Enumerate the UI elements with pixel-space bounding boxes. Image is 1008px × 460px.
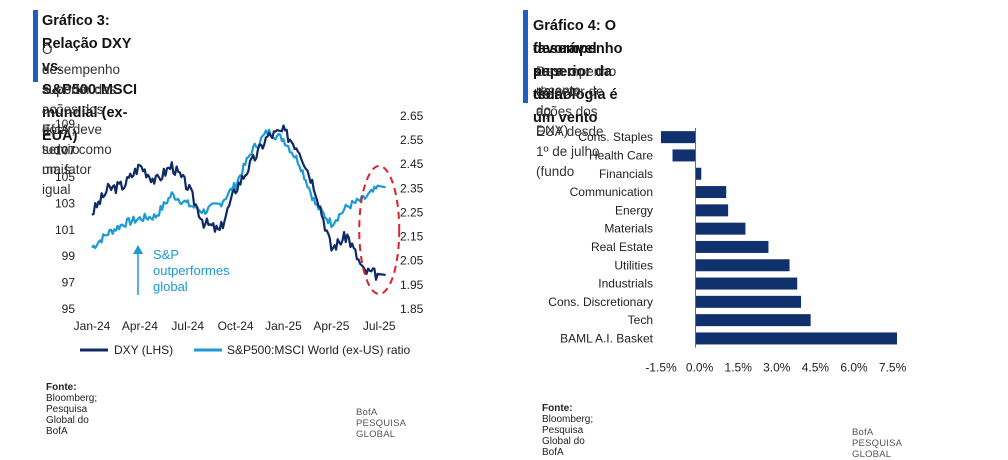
legend-ratio-label: S&P500:MSCI World (ex-US) ratio bbox=[227, 343, 410, 357]
right-source-label: Fonte: bbox=[542, 403, 573, 414]
y-left-tick-label: 103 bbox=[55, 196, 75, 210]
dxy-series-line bbox=[91, 124, 386, 281]
category-label: Real Estate bbox=[591, 240, 653, 254]
sector-bar bbox=[695, 222, 746, 235]
sector-bar bbox=[695, 204, 729, 217]
left-source-text: Bloomberg; Pesquisa Global do BofA bbox=[46, 393, 98, 437]
category-label: Financials bbox=[599, 167, 653, 181]
y-right-tick-label: 2.05 bbox=[400, 254, 424, 268]
y-left-tick-label: 97 bbox=[62, 276, 76, 290]
sector-bar bbox=[695, 332, 897, 345]
y-left-tick-label: 109 bbox=[55, 117, 75, 131]
right-source: Fonte: Bloomberg; Pesquisa Global do Bof… bbox=[542, 403, 593, 458]
left-source-label: Fonte: bbox=[46, 382, 77, 393]
x-tick-label: 7.5% bbox=[879, 361, 907, 375]
x-tick-label: 3.0% bbox=[763, 361, 791, 375]
category-label: Communication bbox=[570, 185, 653, 199]
x-tick-label: 6.0% bbox=[840, 361, 868, 375]
y-right-tick-label: 2.45 bbox=[400, 157, 424, 171]
y-right-tick-label: 2.35 bbox=[400, 181, 424, 195]
y-right-tick-label: 2.65 bbox=[400, 109, 424, 123]
y-right-tick-label: 2.25 bbox=[400, 205, 424, 219]
y-right-tick-label: 1.85 bbox=[400, 302, 424, 316]
left-source: Fonte: Bloomberg; Pesquisa Global do Bof… bbox=[46, 382, 97, 437]
x-tick-label: Jul-25 bbox=[363, 319, 396, 333]
x-tick-label: 1.5% bbox=[725, 361, 753, 375]
category-label: Industrials bbox=[598, 277, 653, 291]
y-left-tick-label: 99 bbox=[62, 249, 76, 263]
annotation-text: S&P bbox=[153, 247, 179, 262]
annotation-arrow-head bbox=[133, 245, 143, 254]
legend-dxy-label: DXY (LHS) bbox=[114, 343, 173, 357]
sector-bar bbox=[695, 167, 702, 180]
sector-bar bbox=[695, 186, 727, 199]
sector-bar bbox=[661, 131, 696, 144]
category-label: Cons. Discretionary bbox=[548, 295, 653, 309]
annotation-text: global bbox=[153, 279, 188, 294]
highlight-ellipse bbox=[358, 165, 401, 295]
category-label: BAML A.I. Basket bbox=[560, 331, 654, 345]
sector-bar bbox=[695, 240, 769, 253]
ratio-series-line bbox=[91, 128, 386, 250]
y-right-tick-label: 2.55 bbox=[400, 133, 424, 147]
left-title-accent bbox=[33, 10, 38, 82]
y-right-tick-label: 2.15 bbox=[400, 230, 424, 244]
x-tick-label: Jan-24 bbox=[74, 319, 111, 333]
x-tick-label: Apr-24 bbox=[122, 319, 158, 333]
left-chart-subtitle-2: de suporte ao dólar, tudo o mais igual bbox=[42, 62, 88, 197]
sector-bar bbox=[695, 277, 798, 290]
right-title-accent bbox=[523, 10, 528, 103]
category-label: Tech bbox=[628, 313, 653, 327]
dxy-vs-ratio-line-chart: 109 107 105 103 101 99 97 95 2.65 2.55 2.45 2.35 2.2… bbox=[55, 109, 424, 357]
y-left-tick-label: 95 bbox=[62, 302, 76, 316]
y-left-tick-label: 105 bbox=[55, 170, 75, 184]
left-chart-title: Gráfico 3: Relação DXY vs. S&P500:MSCI m… bbox=[42, 13, 138, 144]
right-chart-title-2: favorável para o dólar bbox=[533, 41, 597, 103]
category-label: Cons. Staples bbox=[578, 130, 653, 144]
left-brand: BofA PESQUISA GLOBAL bbox=[356, 407, 406, 440]
right-chart-subtitle-2: recente do DXY) bbox=[536, 83, 582, 138]
y-right-tick-label: 1.95 bbox=[400, 278, 424, 292]
x-tick-label: Jul-24 bbox=[171, 319, 204, 333]
right-chart-subtitle-1: Desempenho do setor de ações dos EUA des… bbox=[536, 64, 617, 179]
y-left-tick-label: 101 bbox=[55, 223, 75, 237]
category-label: Energy bbox=[615, 203, 653, 217]
sector-bar bbox=[695, 259, 790, 272]
x-tick-label: Oct-24 bbox=[218, 319, 254, 333]
left-chart-subtitle-1: O desempenho superior das ações dos EUA … bbox=[42, 42, 121, 177]
sector-performance-bar-chart: Cons. Staples Health Care Financials Commun… bbox=[548, 128, 907, 375]
annotation-text: outperformes bbox=[153, 263, 230, 278]
right-brand: BofA PESQUISA GLOBAL bbox=[852, 427, 902, 460]
x-tick-label: Apr-25 bbox=[313, 319, 349, 333]
category-label: Utilities bbox=[614, 258, 653, 272]
x-tick-label: 4.5% bbox=[802, 361, 830, 375]
y-left-tick-label: 107 bbox=[55, 144, 75, 158]
x-tick-label: Jan-25 bbox=[265, 319, 302, 333]
x-tick-label: -1.5% bbox=[645, 361, 677, 375]
x-tick-label: 0.0% bbox=[686, 361, 714, 375]
sector-bar bbox=[695, 295, 802, 308]
right-chart-title-1: Gráfico 4: O desempenho superior da tecn… bbox=[533, 18, 623, 126]
sector-bar bbox=[672, 149, 696, 162]
category-label: Health Care bbox=[589, 148, 653, 162]
right-source-text: Bloomberg; Pesquisa Global do BofA bbox=[542, 414, 594, 458]
sector-bar bbox=[695, 314, 811, 327]
category-label: Materials bbox=[604, 222, 653, 236]
